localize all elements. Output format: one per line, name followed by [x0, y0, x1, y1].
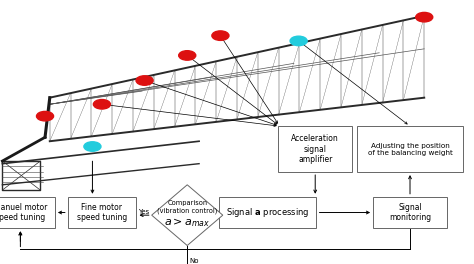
Text: Manuel motor
speed tuning: Manuel motor speed tuning [0, 203, 47, 222]
Text: Signal $\mathbf{a}$ processing: Signal $\mathbf{a}$ processing [226, 206, 310, 219]
Circle shape [84, 142, 101, 151]
FancyBboxPatch shape [219, 197, 316, 228]
FancyBboxPatch shape [0, 197, 55, 228]
Circle shape [416, 12, 433, 22]
Text: Yes: Yes [138, 209, 149, 215]
Text: Adjusting the position
of the balancing weight: Adjusting the position of the balancing … [367, 143, 453, 156]
FancyBboxPatch shape [67, 197, 136, 228]
FancyBboxPatch shape [373, 197, 447, 228]
FancyBboxPatch shape [356, 126, 463, 172]
Text: Acceleration
signal
amplifier: Acceleration signal amplifier [292, 134, 339, 164]
Circle shape [36, 111, 54, 121]
Text: No: No [190, 258, 199, 264]
Text: Signal
monitoring: Signal monitoring [389, 203, 431, 222]
Circle shape [179, 51, 196, 60]
Text: $a>a_{max}$: $a>a_{max}$ [164, 217, 210, 229]
Circle shape [93, 100, 110, 109]
Circle shape [136, 76, 153, 85]
Circle shape [212, 31, 229, 40]
Polygon shape [152, 185, 223, 246]
Text: Fine motor
speed tuning: Fine motor speed tuning [77, 203, 127, 222]
Circle shape [290, 36, 307, 46]
FancyBboxPatch shape [279, 126, 352, 172]
Text: Comparison
(vibration control): Comparison (vibration control) [157, 200, 218, 214]
